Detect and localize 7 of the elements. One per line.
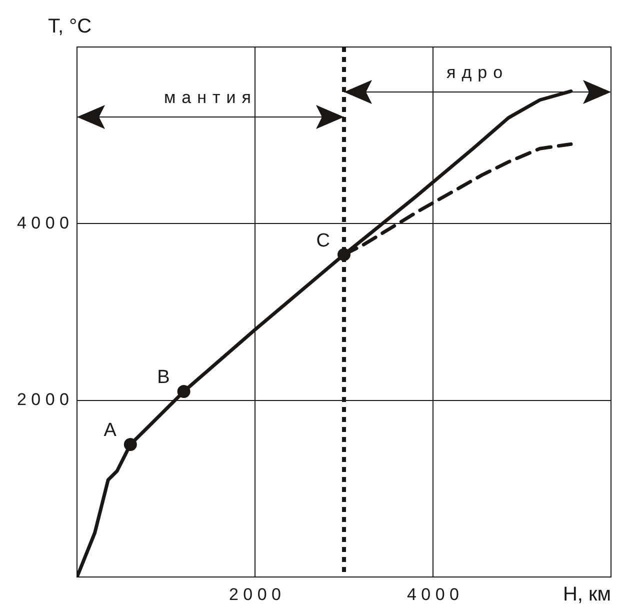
annotation: A — [104, 420, 117, 442]
y-axis-title: T, °C — [48, 16, 92, 38]
annotation: мантия — [164, 88, 258, 108]
x-axis-title: H, км — [562, 584, 611, 606]
annotation: ядро — [446, 63, 509, 82]
annotation: C — [316, 230, 330, 252]
annotation: B — [157, 367, 170, 388]
